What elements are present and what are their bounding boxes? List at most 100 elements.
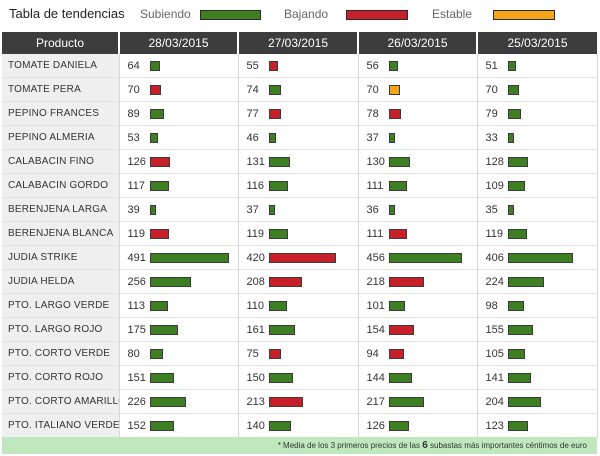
trend-bar-down — [388, 228, 407, 239]
price-cell: 109 — [477, 173, 598, 198]
table-row: TOMATE DANIELA 64 55 56 51 — [2, 54, 598, 78]
trend-bar-up — [507, 204, 514, 215]
price-cell: 111 — [358, 221, 478, 246]
trend-bar-up — [507, 300, 524, 311]
trend-bar-up — [149, 348, 163, 359]
trend-bar-up — [149, 396, 186, 407]
trend-bar-up — [388, 132, 395, 143]
price-value: 37 — [366, 131, 379, 144]
price-cell: 226 — [119, 389, 239, 414]
price-cell: 89 — [119, 101, 239, 126]
price-cell: 151 — [119, 365, 239, 390]
trend-bar-up — [388, 60, 398, 71]
trend-bar-up — [507, 156, 528, 167]
price-value: 119 — [246, 227, 265, 240]
price-value: 75 — [246, 347, 259, 360]
price-value: 126 — [366, 419, 385, 432]
price-cell: 105 — [477, 341, 598, 366]
product-name: JUDIA HELDA — [2, 269, 120, 294]
trend-bar-up — [149, 204, 156, 215]
price-value: 175 — [127, 323, 146, 336]
table-row: PEPINO ALMERIA 53 46 37 33 — [2, 125, 598, 150]
price-value: 70 — [485, 83, 498, 96]
product-name: CALABACIN FINO — [2, 149, 120, 174]
price-cell: 70 — [477, 77, 598, 102]
table-row: PTO. CORTO VERDE 80 75 94 105 — [2, 341, 598, 366]
table-row: CALABACIN FINO 126 131 130 128 — [2, 149, 598, 174]
price-cell: 119 — [238, 221, 359, 246]
price-value: 130 — [366, 155, 385, 168]
trend-bar-up — [388, 300, 405, 311]
footer-prefix: * Media de los 3 primeros precios de las — [277, 441, 420, 450]
product-name: CALABACIN GORDO — [2, 173, 120, 198]
price-value: 53 — [127, 131, 140, 144]
price-value: 119 — [127, 227, 146, 240]
trend-bar-up — [388, 396, 424, 407]
footer-note: * Media de los 3 primeros precios de las… — [2, 437, 597, 454]
price-cell: 94 — [358, 341, 478, 366]
price-value: 36 — [366, 203, 379, 216]
trend-bar-down — [268, 348, 281, 359]
price-cell: 175 — [119, 317, 239, 342]
trend-bar-up — [388, 204, 395, 215]
trend-bar-down — [388, 108, 401, 119]
price-cell: 116 — [238, 173, 359, 198]
table-body: TOMATE DANIELA 64 55 56 51 TOMATE PERA 70 74 70 7… — [2, 54, 598, 438]
legend-up-label: Subiendo — [140, 7, 191, 21]
price-cell: 140 — [238, 413, 359, 438]
trend-bar-down — [149, 156, 170, 167]
trend-bar-up — [149, 60, 160, 71]
legend-stable-label: Estable — [432, 7, 473, 21]
trend-bar-up — [507, 132, 514, 143]
column-header-date: 28/03/2015 — [119, 32, 239, 54]
table-row: PTO. CORTO ROJO 151 150 144 141 — [2, 365, 598, 390]
price-value: 217 — [366, 395, 385, 408]
legend-up-swatch — [200, 10, 261, 20]
product-name: BERENJENA BLANCA — [2, 221, 120, 246]
price-cell: 101 — [358, 293, 478, 318]
price-value: 154 — [366, 323, 385, 336]
price-value: 46 — [246, 131, 259, 144]
price-value: 37 — [246, 203, 259, 216]
price-cell: 150 — [238, 365, 359, 390]
trend-bar-up — [268, 228, 288, 239]
trend-bar-up — [149, 372, 174, 383]
trend-bar-stable — [388, 84, 400, 95]
price-value: 70 — [366, 83, 379, 96]
price-cell: 37 — [358, 125, 478, 150]
trend-bar-down — [388, 348, 404, 359]
trend-bar-up — [507, 84, 519, 95]
trend-bar-up — [507, 420, 528, 431]
price-cell: 155 — [477, 317, 598, 342]
trend-bar-down — [268, 252, 336, 263]
trend-bar-down — [268, 276, 302, 287]
price-cell: 111 — [358, 173, 478, 198]
price-cell: 80 — [119, 341, 239, 366]
price-value: 256 — [127, 275, 146, 288]
price-cell: 36 — [358, 197, 478, 222]
price-value: 491 — [127, 251, 146, 264]
price-value: 406 — [485, 251, 504, 264]
trend-bar-up — [268, 420, 291, 431]
product-name: BERENJENA LARGA — [2, 197, 120, 222]
price-value: 55 — [246, 59, 259, 72]
price-cell: 79 — [477, 101, 598, 126]
price-cell: 406 — [477, 245, 598, 270]
table-header-row: Producto 28/03/2015 27/03/2015 26/03/201… — [2, 32, 597, 54]
price-value: 78 — [366, 107, 379, 120]
price-value: 420 — [246, 251, 265, 264]
trend-bar-up — [268, 156, 290, 167]
trend-bar-down — [388, 276, 424, 287]
price-cell: 154 — [358, 317, 478, 342]
price-value: 152 — [127, 419, 146, 432]
price-cell: 217 — [358, 389, 478, 414]
trend-bar-down — [149, 84, 161, 95]
price-value: 74 — [246, 83, 259, 96]
price-cell: 37 — [238, 197, 359, 222]
legend-stable-swatch — [493, 10, 555, 20]
price-value: 456 — [366, 251, 385, 264]
price-cell: 51 — [477, 54, 598, 78]
trend-bar-up — [149, 132, 158, 143]
trend-bar-up — [268, 132, 276, 143]
price-value: 208 — [246, 275, 265, 288]
